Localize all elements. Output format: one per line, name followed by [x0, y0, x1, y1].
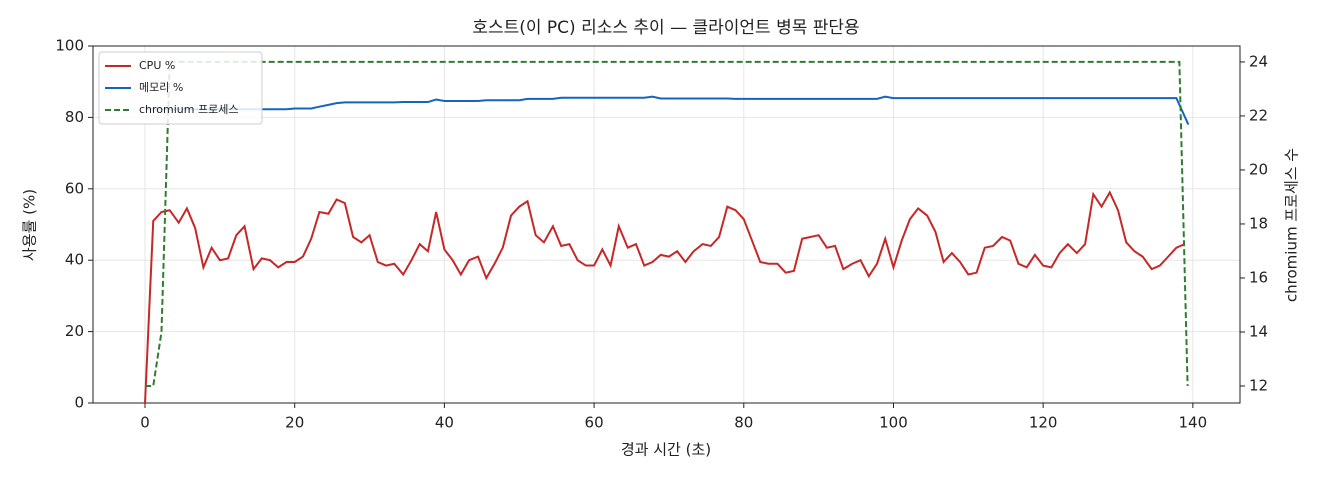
x-axis-label: 경과 시간 (초) — [621, 441, 711, 459]
y-tick-label: 80 — [65, 108, 84, 126]
y-tick-label: 40 — [65, 251, 84, 269]
x-tick-label: 60 — [585, 414, 604, 432]
x-tick-label: 100 — [879, 414, 908, 432]
x-tick-label: 40 — [435, 414, 454, 432]
series-line — [144, 190, 1186, 404]
legend-label: 메모리 % — [139, 81, 183, 94]
y-axis-label: 사용률 (%) — [21, 189, 39, 261]
y-tick-label: 60 — [65, 179, 84, 197]
legend-label: chromium 프로세스 — [139, 103, 238, 116]
y-tick-label: 20 — [65, 322, 84, 340]
series-line — [145, 60, 1189, 387]
y2-tick-label: 12 — [1249, 376, 1268, 394]
y2-tick-label: 18 — [1249, 214, 1268, 232]
x-tick-label: 120 — [1029, 414, 1058, 432]
x-tick-label: 20 — [285, 414, 304, 432]
x-tick-label: 140 — [1179, 414, 1208, 432]
y2-tick-label: 24 — [1249, 52, 1268, 70]
plot-frame — [92, 45, 1241, 404]
legend-box — [98, 51, 263, 125]
series-line — [145, 95, 1190, 125]
y-tick-label: 100 — [55, 37, 84, 55]
y2-axis-label: chromium 프로세스 수 — [1283, 148, 1301, 302]
y2-tick-label: 20 — [1249, 160, 1268, 178]
y2-tick-label: 22 — [1249, 106, 1268, 124]
legend-label: CPU % — [139, 59, 175, 72]
y2-tick-label: 16 — [1249, 268, 1268, 286]
y-tick-label: 0 — [74, 394, 84, 412]
x-tick-label: 80 — [734, 414, 753, 432]
x-tick-label: 0 — [140, 414, 150, 432]
y2-tick-label: 14 — [1249, 322, 1268, 340]
chart-title: 호스트(이 PC) 리소스 추이 — 클라이언트 병목 판단용 — [472, 18, 859, 38]
